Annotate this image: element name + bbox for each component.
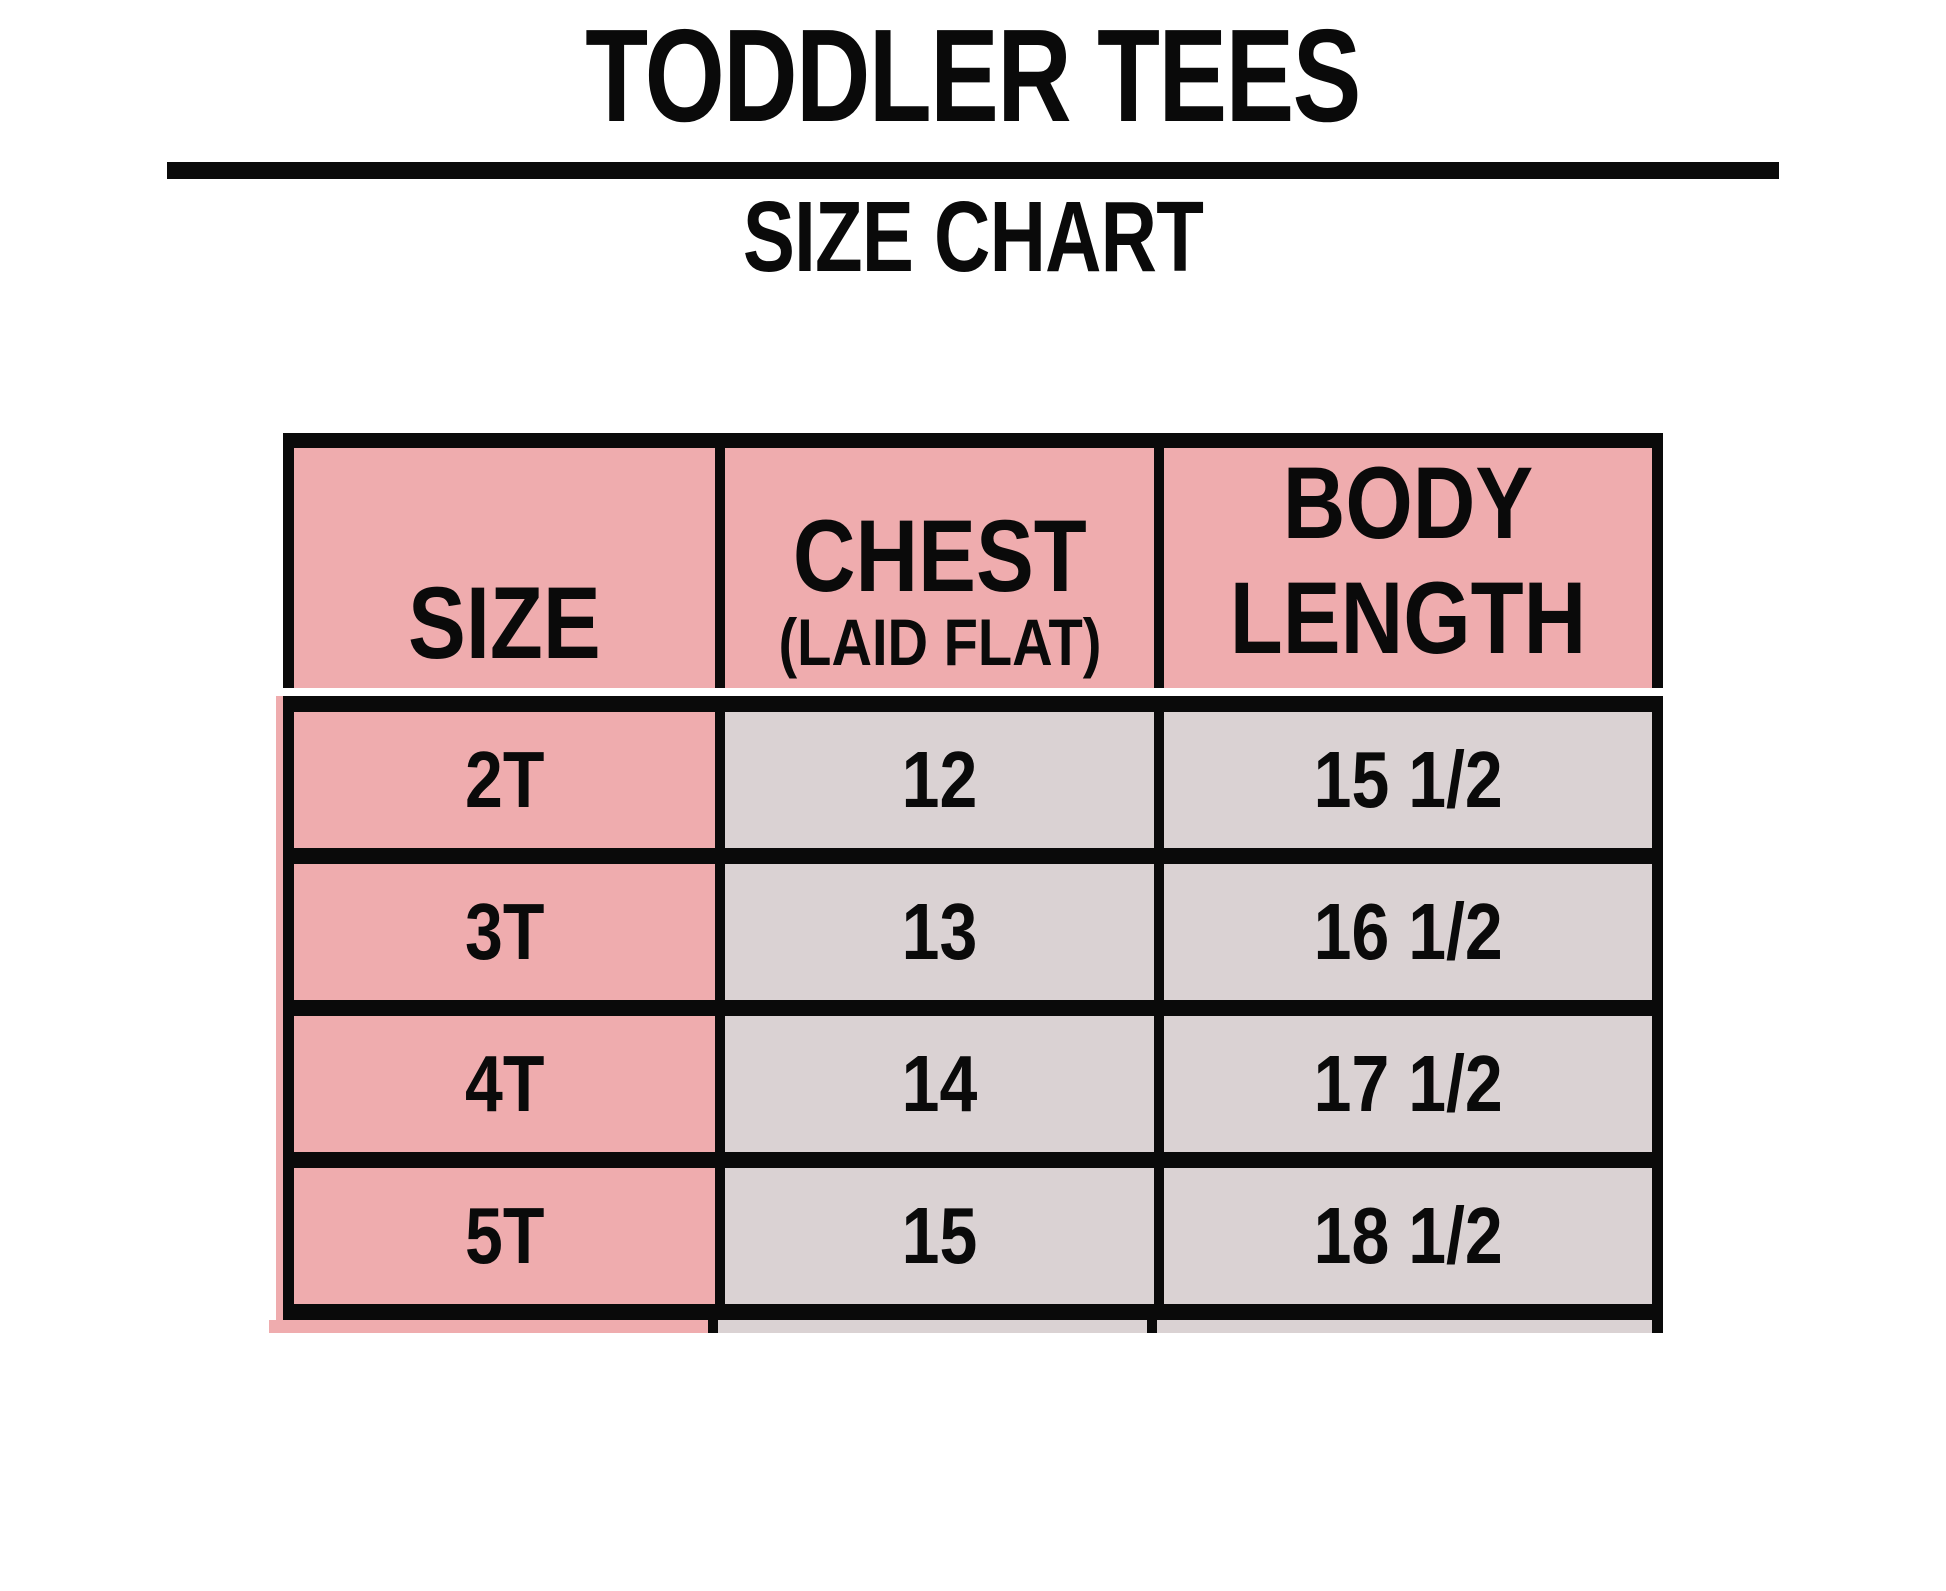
table-row-5t: 5T 15 18 1/2 — [283, 1168, 1663, 1304]
table-bottom-border — [283, 1304, 1663, 1320]
column-divider — [715, 864, 725, 1000]
table-row-2t: 2T 12 15 1/2 — [283, 712, 1663, 848]
column-divider — [1154, 712, 1164, 848]
body-length-value: 16 1/2 — [1313, 887, 1503, 976]
header-size-label: SIZE — [408, 566, 601, 680]
header-chest-label: CHEST — [792, 498, 1087, 613]
size-value: 3T — [464, 887, 545, 976]
cell-size: 2T — [294, 712, 715, 848]
header-cell-chest: CHEST (LAID FLAT) — [725, 448, 1154, 688]
column-divider — [715, 1168, 725, 1304]
header-chest-sublabel: (LAID FLAT) — [777, 604, 1101, 679]
size-chart-table: SIZE CHEST (LAID FLAT) BODY LENGTH 2T 12… — [276, 433, 1663, 1333]
table-header-row: SIZE CHEST (LAID FLAT) BODY LENGTH — [283, 445, 1663, 688]
chest-value: 14 — [901, 1039, 978, 1128]
cell-chest: 13 — [725, 864, 1154, 1000]
chest-value: 15 — [901, 1191, 978, 1280]
cell-body-length: 16 1/2 — [1164, 864, 1652, 1000]
column-divider — [715, 448, 725, 688]
header-bottom-white-gap — [283, 688, 1663, 696]
title-divider-rule — [167, 162, 1779, 179]
column-divider-stub — [708, 1320, 718, 1333]
column-divider — [715, 1016, 725, 1152]
column-divider-stub — [1147, 1320, 1157, 1333]
stub-gray-segment — [1157, 1320, 1652, 1333]
page-subtitle: SIZE CHART — [0, 187, 1946, 287]
stub-gray-segment — [718, 1320, 1147, 1333]
row-divider — [283, 1152, 1663, 1168]
cell-chest: 14 — [725, 1016, 1154, 1152]
header-body-length-label: BODY LENGTH — [1229, 445, 1587, 675]
header-cell-body-length: BODY LENGTH — [1164, 445, 1652, 688]
header-bottom-border — [283, 696, 1663, 712]
cell-size: 3T — [294, 864, 715, 1000]
size-value: 2T — [464, 735, 545, 824]
column-divider — [1154, 1016, 1164, 1152]
page-title: TODDLER TEES — [0, 10, 1946, 142]
column-divider — [1154, 864, 1164, 1000]
cell-body-length: 17 1/2 — [1164, 1016, 1652, 1152]
cropped-next-row-sliver — [276, 1320, 1663, 1333]
page-subtitle-text: SIZE CHART — [742, 181, 1204, 293]
column-divider — [1154, 448, 1164, 688]
row-divider — [283, 1000, 1663, 1016]
table-top-border — [283, 433, 1663, 448]
column-divider — [715, 712, 725, 848]
size-value: 4T — [464, 1039, 545, 1128]
right-border-stub — [1652, 1320, 1663, 1333]
body-length-value: 17 1/2 — [1313, 1039, 1503, 1128]
body-length-value: 18 1/2 — [1313, 1191, 1503, 1280]
table-left-pink-offset — [276, 696, 283, 1333]
size-value: 5T — [464, 1191, 545, 1280]
table-row-4t: 4T 14 17 1/2 — [283, 1016, 1663, 1152]
cell-body-length: 18 1/2 — [1164, 1168, 1652, 1304]
cell-size: 5T — [294, 1168, 715, 1304]
header-cell-size: SIZE — [294, 448, 715, 688]
page-title-text: TODDLER TEES — [585, 2, 1362, 149]
chest-value: 12 — [901, 735, 978, 824]
body-length-value: 15 1/2 — [1313, 735, 1503, 824]
table-row-3t: 3T 13 16 1/2 — [283, 864, 1663, 1000]
column-divider — [1154, 1168, 1164, 1304]
cell-chest: 12 — [725, 712, 1154, 848]
row-divider — [283, 848, 1663, 864]
chest-value: 13 — [901, 887, 978, 976]
cell-body-length: 15 1/2 — [1164, 712, 1652, 848]
stub-pink-segment — [276, 1320, 708, 1333]
cell-chest: 15 — [725, 1168, 1154, 1304]
cell-size: 4T — [294, 1016, 715, 1152]
